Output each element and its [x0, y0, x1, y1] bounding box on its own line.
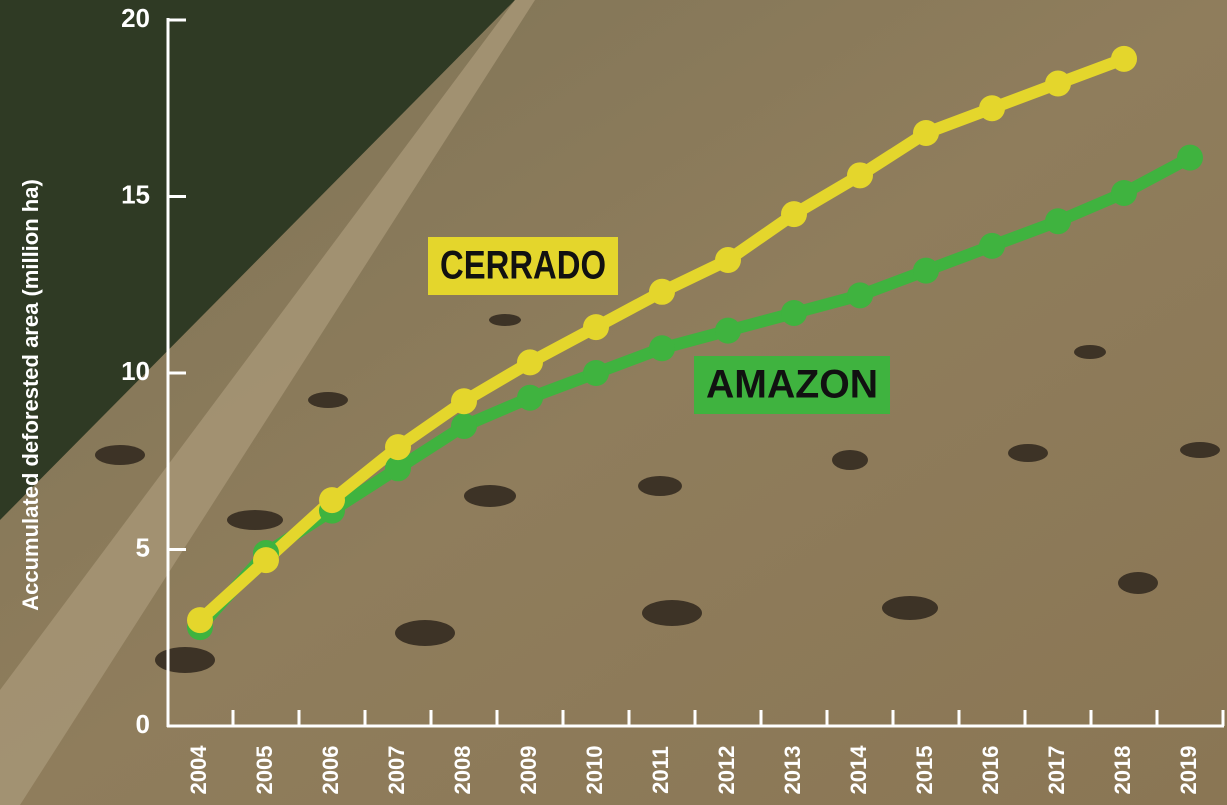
data-point: [583, 360, 609, 386]
data-point: [517, 385, 543, 411]
data-point: [847, 282, 873, 308]
y-axis-label: Accumulated deforested area (million ha): [18, 179, 43, 611]
data-point: [253, 547, 279, 573]
x-tick-label: 2012: [714, 746, 739, 795]
data-point: [583, 314, 609, 340]
legend-item: AMAZON: [694, 356, 890, 414]
x-tick-label: 2015: [912, 746, 937, 795]
data-point: [187, 607, 213, 633]
data-point: [319, 487, 345, 513]
x-tick-label: 2007: [384, 746, 409, 795]
x-tick-label: 2004: [186, 745, 211, 795]
data-point: [847, 162, 873, 188]
x-tick-label: 2018: [1110, 746, 1135, 795]
data-point: [715, 247, 741, 273]
x-tick-label: 2017: [1044, 746, 1069, 795]
data-point: [517, 349, 543, 375]
data-point: [649, 335, 675, 361]
x-tick-label: 2011: [648, 746, 673, 794]
y-tick-label: 10: [121, 356, 150, 386]
y-tick-label: 5: [136, 532, 150, 562]
data-point: [1045, 208, 1071, 234]
y-tick-label: 15: [121, 179, 150, 209]
data-point: [385, 434, 411, 460]
x-tick-label: 2008: [450, 746, 475, 795]
data-point: [649, 279, 675, 305]
data-point: [1177, 145, 1203, 171]
x-tick-label: 2014: [846, 745, 871, 795]
x-tick-label: 2013: [780, 746, 805, 795]
data-point: [1045, 71, 1071, 97]
chart: Accumulated deforested area (million ha)…: [0, 0, 1227, 805]
data-point: [781, 201, 807, 227]
legend-item: CERRADO: [428, 237, 618, 295]
x-tick-label: 2005: [252, 746, 277, 795]
x-tick-label: 2016: [978, 746, 1003, 795]
data-point: [451, 413, 477, 439]
legend-label: AMAZON: [706, 363, 878, 407]
data-point: [979, 233, 1005, 259]
background: [0, 0, 1227, 805]
data-point: [1111, 180, 1137, 206]
x-tick-label: 2009: [516, 746, 541, 795]
data-point: [781, 300, 807, 326]
x-tick-label: 2006: [318, 746, 343, 795]
y-tick-label: 20: [121, 3, 150, 33]
data-point: [715, 318, 741, 344]
data-point: [979, 95, 1005, 121]
data-point: [1111, 46, 1137, 72]
x-tick-label: 2019: [1176, 746, 1201, 795]
y-tick-label: 0: [136, 709, 150, 739]
data-point: [913, 120, 939, 146]
data-point: [913, 258, 939, 284]
x-tick-label: 2010: [582, 746, 607, 795]
legend-label: CERRADO: [440, 244, 606, 288]
data-point: [451, 388, 477, 414]
